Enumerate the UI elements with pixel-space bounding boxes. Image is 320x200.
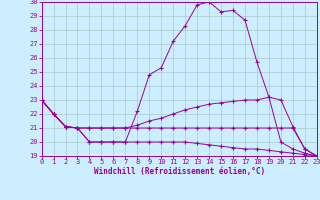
X-axis label: Windchill (Refroidissement éolien,°C): Windchill (Refroidissement éolien,°C) <box>94 167 265 176</box>
